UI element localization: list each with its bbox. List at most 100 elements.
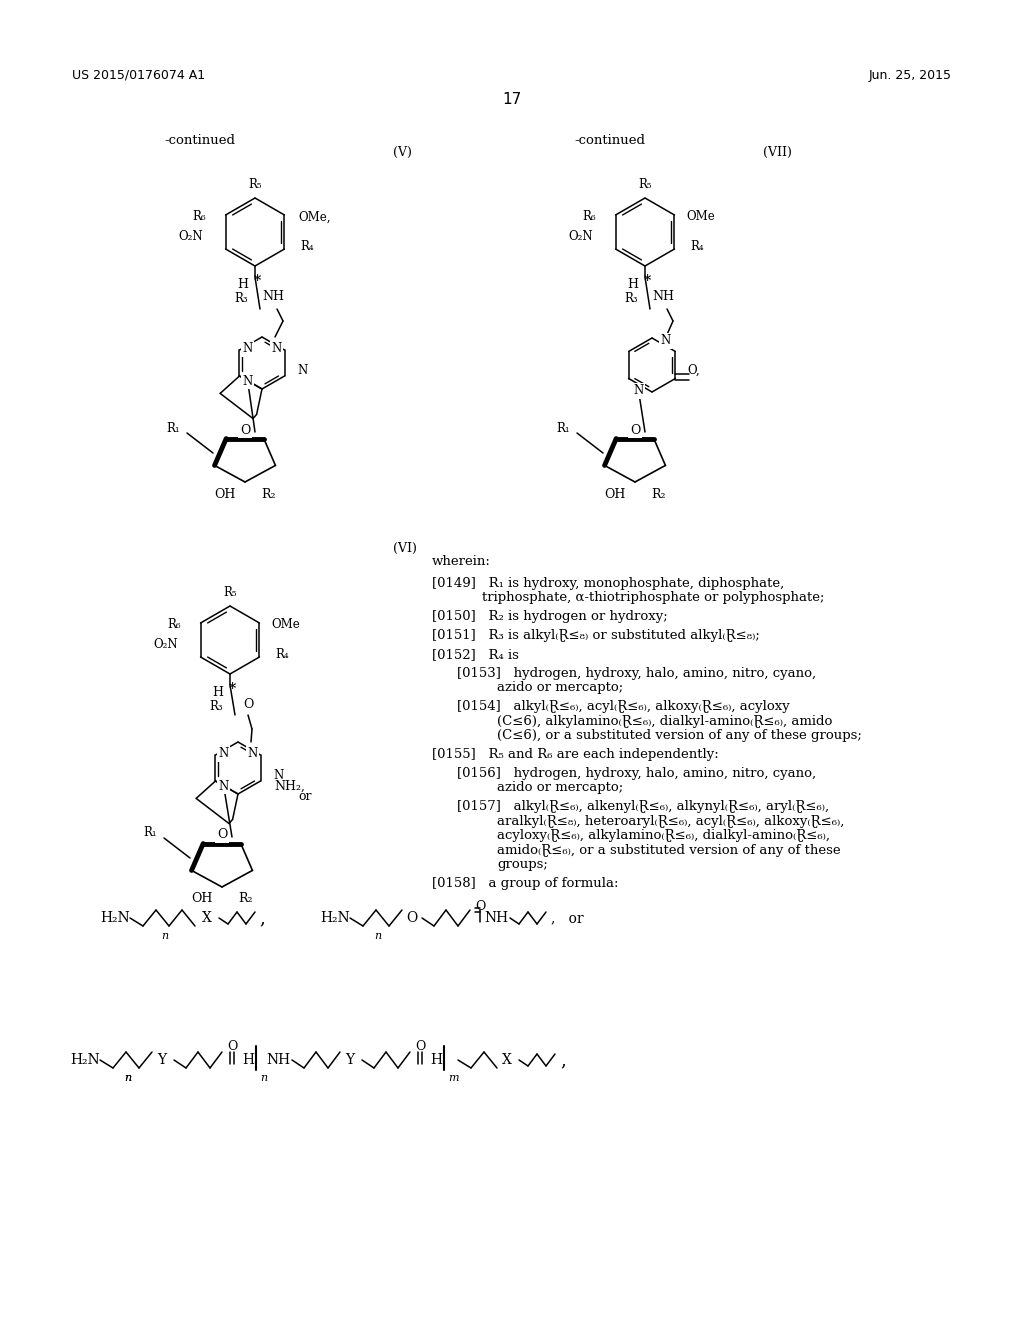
Text: NH: NH bbox=[262, 290, 284, 304]
Text: N: N bbox=[218, 747, 228, 760]
Text: N: N bbox=[243, 375, 253, 388]
Text: R₆: R₆ bbox=[167, 619, 181, 631]
Text: OMe: OMe bbox=[271, 619, 300, 631]
Text: R₂: R₂ bbox=[239, 892, 253, 906]
Text: R₆: R₆ bbox=[583, 210, 596, 223]
Text: 17: 17 bbox=[503, 92, 521, 107]
Text: R₆: R₆ bbox=[193, 210, 206, 223]
Text: R₂: R₂ bbox=[651, 487, 667, 500]
Text: *: * bbox=[228, 682, 236, 696]
Text: Y: Y bbox=[158, 1053, 167, 1067]
Text: H₂N: H₂N bbox=[100, 911, 130, 925]
Text: H: H bbox=[430, 1053, 442, 1067]
Text: O: O bbox=[243, 698, 253, 711]
Text: n: n bbox=[125, 1073, 131, 1082]
Text: R₅: R₅ bbox=[248, 177, 262, 190]
Text: OH: OH bbox=[191, 892, 213, 906]
Text: R₂: R₂ bbox=[262, 487, 276, 500]
Text: NH: NH bbox=[266, 1053, 290, 1067]
Text: [0157]   alkyl₍Ɽ≤₆₎, alkenyl₍Ɽ≤₆₎, alkynyl₍Ɽ≤₆₎, aryl₍Ɽ≤₆₎,: [0157] alkyl₍Ɽ≤₆₎, alkenyl₍Ɽ≤₆₎, alkynyl… bbox=[457, 800, 829, 813]
Text: O: O bbox=[217, 829, 227, 842]
Text: aralkyl₍Ɽ≤₈₎, heteroaryl₍Ɽ≤₆₎, acyl₍Ɽ≤₆₎, alkoxy₍Ɽ≤₆₎,: aralkyl₍Ɽ≤₈₎, heteroaryl₍Ɽ≤₆₎, acyl₍Ɽ≤₆₎… bbox=[497, 814, 845, 828]
Text: N: N bbox=[660, 334, 671, 347]
Text: (C≤6), alkylamino₍Ɽ≤₆₎, dialkyl-amino₍Ɽ≤₆₎, amido: (C≤6), alkylamino₍Ɽ≤₆₎, dialkyl-amino₍Ɽ≤… bbox=[497, 714, 833, 727]
Text: O₂N: O₂N bbox=[154, 639, 178, 652]
Text: wherein:: wherein: bbox=[432, 554, 490, 568]
Text: O₂N: O₂N bbox=[178, 231, 203, 243]
Text: R₃: R₃ bbox=[209, 701, 223, 714]
Text: (VII): (VII) bbox=[763, 145, 792, 158]
Text: R₁: R₁ bbox=[143, 826, 157, 840]
Text: [0158]   a group of formula:: [0158] a group of formula: bbox=[432, 876, 618, 890]
Text: H₂N: H₂N bbox=[321, 911, 350, 925]
Text: [0152]   R₄ is: [0152] R₄ is bbox=[432, 648, 519, 661]
Text: R₁: R₁ bbox=[556, 421, 569, 434]
Text: O: O bbox=[630, 424, 640, 437]
Text: N: N bbox=[297, 364, 307, 378]
Text: *: * bbox=[253, 275, 261, 288]
Text: m: m bbox=[449, 1073, 459, 1082]
Text: R₃: R₃ bbox=[234, 293, 248, 305]
Text: X: X bbox=[202, 911, 212, 925]
Text: N: N bbox=[273, 770, 284, 783]
Text: (C≤6), or a substituted version of any of these groups;: (C≤6), or a substituted version of any o… bbox=[497, 729, 862, 742]
Text: O: O bbox=[475, 899, 485, 912]
Text: H: H bbox=[628, 279, 639, 292]
Text: -continued: -continued bbox=[574, 133, 645, 147]
Text: N: N bbox=[271, 342, 282, 355]
Text: OMe: OMe bbox=[687, 210, 716, 223]
Text: NH₂,: NH₂, bbox=[274, 780, 305, 793]
Text: O: O bbox=[415, 1040, 425, 1052]
Text: (V): (V) bbox=[393, 145, 412, 158]
Text: [0156]   hydrogen, hydroxy, halo, amino, nitro, cyano,: [0156] hydrogen, hydroxy, halo, amino, n… bbox=[457, 767, 816, 780]
Text: [0151]   R₃ is alkyl₍Ɽ≤₈₎ or substituted alkyl₍Ɽ≤₈₎;: [0151] R₃ is alkyl₍Ɽ≤₈₎ or substituted a… bbox=[432, 628, 760, 642]
Text: [0153]   hydrogen, hydroxy, halo, amino, nitro, cyano,: [0153] hydrogen, hydroxy, halo, amino, n… bbox=[457, 667, 816, 680]
Text: n: n bbox=[162, 931, 169, 941]
Text: H₂N: H₂N bbox=[71, 1053, 100, 1067]
Text: ,   or: , or bbox=[551, 911, 584, 925]
Text: [0150]   R₂ is hydrogen or hydroxy;: [0150] R₂ is hydrogen or hydroxy; bbox=[432, 610, 668, 623]
Text: azido or mercapto;: azido or mercapto; bbox=[497, 681, 624, 694]
Text: OH: OH bbox=[604, 487, 626, 500]
Text: acyloxy₍Ɽ≤₆₎, alkylamino₍Ɽ≤₆₎, dialkyl-amino₍Ɽ≤₆₎,: acyloxy₍Ɽ≤₆₎, alkylamino₍Ɽ≤₆₎, dialkyl-a… bbox=[497, 829, 830, 842]
Text: O₂N: O₂N bbox=[568, 231, 593, 243]
Text: [0149]   R₁ is hydroxy, monophosphate, diphosphate,: [0149] R₁ is hydroxy, monophosphate, dip… bbox=[432, 577, 784, 590]
Text: Jun. 25, 2015: Jun. 25, 2015 bbox=[869, 69, 952, 82]
Text: OMe,: OMe, bbox=[299, 210, 331, 223]
Text: (VI): (VI) bbox=[393, 541, 417, 554]
Text: NH: NH bbox=[652, 290, 674, 304]
Text: ,: , bbox=[259, 909, 265, 927]
Text: ,: , bbox=[560, 1051, 565, 1069]
Text: [0155]   R₅ and R₆ are each independently:: [0155] R₅ and R₆ are each independently: bbox=[432, 748, 719, 760]
Text: R₄: R₄ bbox=[275, 648, 289, 661]
Text: *: * bbox=[643, 275, 650, 288]
Text: amido₍Ɽ≤₆₎, or a substituted version of any of these: amido₍Ɽ≤₆₎, or a substituted version of … bbox=[497, 843, 841, 857]
Text: N: N bbox=[218, 780, 228, 793]
Text: NH: NH bbox=[484, 911, 508, 925]
Text: R₅: R₅ bbox=[223, 586, 237, 598]
Text: H: H bbox=[238, 279, 249, 292]
Text: O,: O, bbox=[688, 364, 700, 378]
Text: X: X bbox=[502, 1053, 512, 1067]
Text: N: N bbox=[247, 747, 257, 760]
Text: O: O bbox=[226, 1040, 238, 1052]
Text: Y: Y bbox=[345, 1053, 354, 1067]
Text: N: N bbox=[634, 384, 644, 397]
Text: OH: OH bbox=[214, 487, 236, 500]
Text: R₁: R₁ bbox=[166, 421, 180, 434]
Text: azido or mercapto;: azido or mercapto; bbox=[497, 781, 624, 795]
Text: N: N bbox=[243, 342, 253, 355]
Text: O: O bbox=[407, 911, 418, 925]
Text: O: O bbox=[240, 424, 250, 437]
Text: R₅: R₅ bbox=[638, 177, 651, 190]
Text: R₄: R₄ bbox=[690, 240, 703, 253]
Text: or: or bbox=[299, 791, 312, 803]
Text: H: H bbox=[242, 1053, 254, 1067]
Text: triphosphate, α-thiotriphosphate or polyphosphate;: triphosphate, α-thiotriphosphate or poly… bbox=[482, 591, 824, 605]
Text: R₃: R₃ bbox=[625, 293, 638, 305]
Text: H: H bbox=[213, 686, 223, 700]
Text: n: n bbox=[375, 931, 382, 941]
Text: [0154]   alkyl₍Ɽ≤₆₎, acyl₍Ɽ≤₆₎, alkoxy₍Ɽ≤₆₎, acyloxy: [0154] alkyl₍Ɽ≤₆₎, acyl₍Ɽ≤₆₎, alkoxy₍Ɽ≤₆… bbox=[457, 700, 790, 713]
Text: US 2015/0176074 A1: US 2015/0176074 A1 bbox=[72, 69, 205, 82]
Text: -continued: -continued bbox=[165, 133, 236, 147]
